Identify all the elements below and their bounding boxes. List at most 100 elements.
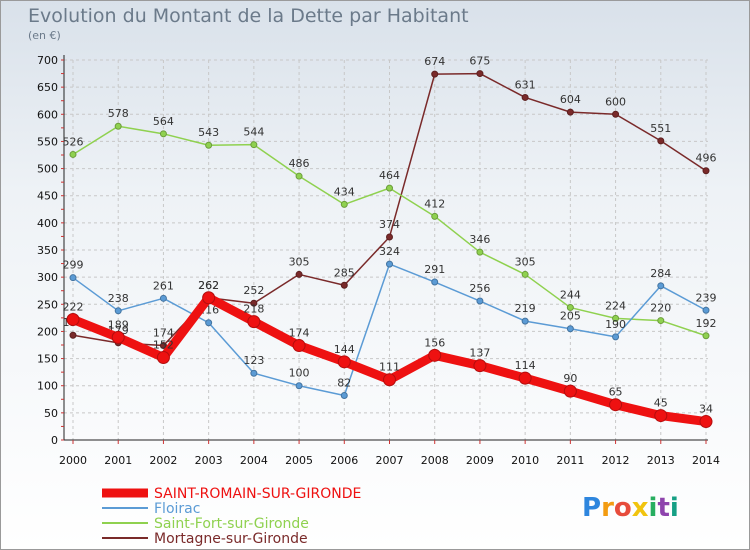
data-point <box>609 398 623 412</box>
data-label: 284 <box>650 267 671 280</box>
data-label: 114 <box>515 359 536 372</box>
data-label: 412 <box>424 197 445 210</box>
data-point <box>386 233 393 241</box>
data-label: 631 <box>515 78 536 91</box>
data-point <box>657 282 665 290</box>
data-point <box>66 312 80 326</box>
data-point <box>566 108 574 116</box>
data-point <box>340 200 348 208</box>
y-tick-label: 150 <box>37 353 58 366</box>
data-label: 222 <box>63 300 84 313</box>
data-point <box>473 359 487 373</box>
y-tick-label: 450 <box>37 190 58 203</box>
legend-label: Floirac <box>154 501 200 517</box>
data-point <box>699 415 713 429</box>
data-label: 244 <box>560 289 581 302</box>
data-label: 190 <box>605 318 626 331</box>
data-point <box>612 110 620 118</box>
data-label: 65 <box>609 386 623 399</box>
data-label: 174 <box>289 327 310 340</box>
data-point <box>69 331 77 339</box>
x-tick-label: 2012 <box>602 454 630 467</box>
data-point <box>702 332 710 340</box>
data-label: 144 <box>334 343 355 356</box>
data-label: 464 <box>379 169 400 182</box>
data-label: 90 <box>563 372 577 385</box>
legend-label: SAINT-ROMAIN-SUR-GIRONDE <box>154 486 361 502</box>
data-label: 262 <box>198 279 219 292</box>
data-label: 224 <box>605 299 626 312</box>
data-point <box>657 317 665 325</box>
data-point <box>521 93 529 101</box>
x-tick-label: 2010 <box>511 454 539 467</box>
data-label: 604 <box>560 93 581 106</box>
data-point <box>292 339 306 353</box>
data-point <box>566 304 574 312</box>
data-point <box>654 409 668 423</box>
data-label: 238 <box>108 292 129 305</box>
chart-subtitle: (en €) <box>28 29 61 42</box>
x-tick-label: 2014 <box>692 454 720 467</box>
data-label: 486 <box>289 157 310 170</box>
legend-label: Saint-Fort-sur-Gironde <box>154 516 309 532</box>
data-label: 543 <box>198 126 219 139</box>
data-point <box>702 167 710 175</box>
data-point <box>340 281 348 289</box>
data-point <box>337 355 351 369</box>
series-saint-fort-sur-gironde: 526 578 564 543 544 486 434 464 412 346 305 244 224 2… <box>63 107 717 340</box>
data-point <box>156 350 170 364</box>
data-point <box>69 274 77 282</box>
data-label: 189 <box>108 318 129 331</box>
data-label: 305 <box>515 255 536 268</box>
x-tick-label: 2005 <box>285 454 313 467</box>
data-label: 152 <box>153 338 174 351</box>
data-label: 174 <box>153 327 174 340</box>
data-point <box>250 369 258 377</box>
data-label: 261 <box>153 279 174 292</box>
data-point <box>111 330 125 344</box>
data-point <box>431 278 439 286</box>
data-label: 220 <box>650 302 671 315</box>
data-point <box>657 137 665 145</box>
data-point <box>431 70 439 78</box>
data-label: 239 <box>696 291 717 304</box>
data-label: 45 <box>654 397 668 410</box>
data-point <box>202 291 216 305</box>
data-point <box>476 248 484 256</box>
y-tick-label: 50 <box>44 407 58 420</box>
x-tick-label: 2008 <box>421 454 449 467</box>
data-point <box>159 342 167 350</box>
data-label: 219 <box>515 302 536 315</box>
chart-title: Evolution du Montant de la Dette par Hab… <box>28 5 469 27</box>
data-point <box>518 371 532 385</box>
data-point <box>250 141 258 149</box>
y-tick-label: 500 <box>37 163 58 176</box>
data-point <box>205 141 213 149</box>
x-tick-label: 2006 <box>330 454 358 467</box>
data-label: 82 <box>337 376 351 389</box>
data-label: 600 <box>605 95 626 108</box>
x-tick-label: 2001 <box>104 454 132 467</box>
data-label: 324 <box>379 245 400 258</box>
data-point <box>295 382 303 390</box>
x-tick-label: 2011 <box>556 454 584 467</box>
data-label: 526 <box>63 135 84 148</box>
data-point <box>69 150 77 158</box>
y-tick-label: 600 <box>37 108 58 121</box>
y-tick-label: 650 <box>37 81 58 94</box>
brand-logo: Proxiti <box>582 493 679 523</box>
data-point <box>295 172 303 180</box>
data-point <box>563 384 577 398</box>
data-point <box>114 307 122 315</box>
y-tick-label: 400 <box>37 217 58 230</box>
y-tick-label: 100 <box>37 380 58 393</box>
data-point <box>205 319 213 327</box>
data-label: 374 <box>379 218 400 231</box>
data-label: 544 <box>243 126 264 139</box>
data-label: 674 <box>424 55 445 68</box>
data-label: 156 <box>424 336 445 349</box>
data-label: 100 <box>289 367 310 380</box>
data-label: 299 <box>63 259 84 272</box>
